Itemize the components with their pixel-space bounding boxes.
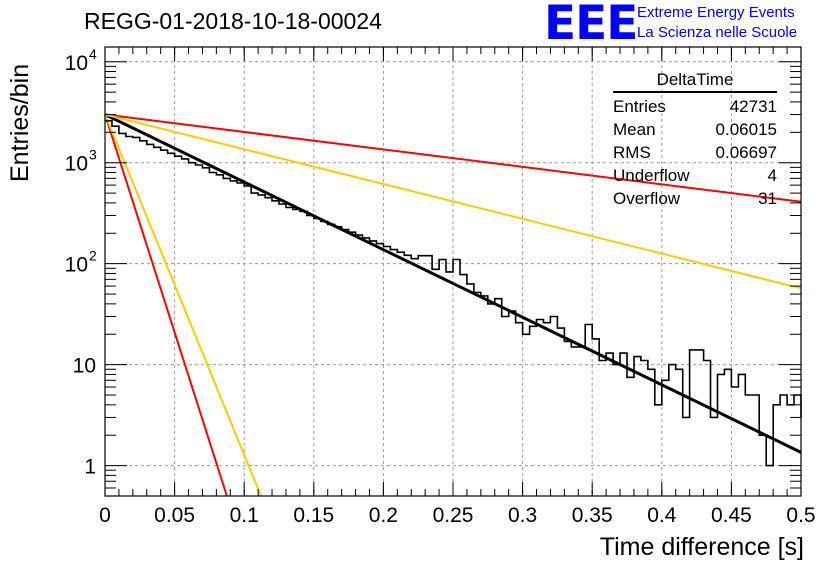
eee-logo-line1: Extreme Energy Events: [637, 4, 795, 21]
axis-tick-labels: 0 0.05 0.1 0.15 0.2 0.25 0.3 0.35 0.4 0.45 0.5 1 10 1…: [65, 46, 816, 527]
y-tick-label: 10: [73, 355, 96, 378]
y-tick-label: 1: [84, 456, 96, 479]
stats-row: RMS 0.06697: [613, 141, 777, 164]
fit-curve: [104, 114, 228, 497]
fit-curve: [104, 113, 802, 454]
fit-curve: [104, 113, 802, 290]
stats-value: 31: [758, 189, 777, 208]
stats-value: 0.06015: [715, 120, 777, 139]
chart-title: REGG-01-2018-10-18-00024: [84, 8, 382, 34]
y-tick-label: 10: [65, 153, 88, 176]
stats-row: Overflow 31: [613, 187, 777, 210]
eee-logo-mark: EEE: [544, 0, 638, 51]
stats-value: 0.06697: [715, 143, 777, 162]
x-tick-label: 0.1: [230, 504, 259, 527]
stats-label: Overflow: [613, 189, 681, 208]
x-tick-label: 0.4: [647, 504, 677, 527]
y-tick-label: 10: [65, 52, 88, 75]
x-tick-label: 0.25: [433, 504, 474, 527]
stats-value: 42731: [729, 97, 777, 116]
stats-label: Entries: [613, 97, 666, 116]
stats-label: Mean: [613, 120, 656, 139]
eee-logo-line2: La Scienza nelle Scuole: [637, 24, 798, 41]
x-axis-title: Time difference [s]: [599, 533, 804, 561]
y-axis-title: Entries/bin: [6, 63, 34, 182]
histogram-outline: [105, 120, 802, 467]
y-tick-exponent: 3: [89, 147, 97, 163]
x-tick-label: 0.2: [369, 504, 398, 527]
stats-row: Entries 42731: [613, 95, 777, 118]
y-tick-exponent: 2: [89, 248, 97, 264]
x-tick-label: 0.5: [786, 504, 815, 527]
stats-box: DeltaTime Entries 42731 Mean 0.06015 RMS…: [613, 70, 777, 210]
stats-title: DeltaTime: [613, 70, 777, 93]
stats-row: Underflow 4: [613, 164, 777, 187]
x-tick-label: 0.3: [508, 504, 537, 527]
stats-label: RMS: [613, 143, 651, 162]
y-tick-exponent: 4: [89, 46, 97, 62]
stats-row: Mean 0.06015: [613, 118, 777, 141]
stats-label: Underflow: [613, 166, 690, 185]
x-tick-label: 0.15: [293, 504, 334, 527]
series-layer: [104, 113, 802, 497]
stats-value: 4: [767, 166, 777, 185]
axis-ticks: [104, 47, 802, 497]
fit-curve: [104, 113, 802, 203]
fit-curve: [104, 114, 262, 497]
x-tick-label: 0.35: [572, 504, 613, 527]
y-tick-label: 10: [65, 254, 88, 277]
x-tick-label: 0: [99, 504, 111, 527]
x-tick-label: 0.45: [711, 504, 752, 527]
x-tick-label: 0.05: [154, 504, 195, 527]
